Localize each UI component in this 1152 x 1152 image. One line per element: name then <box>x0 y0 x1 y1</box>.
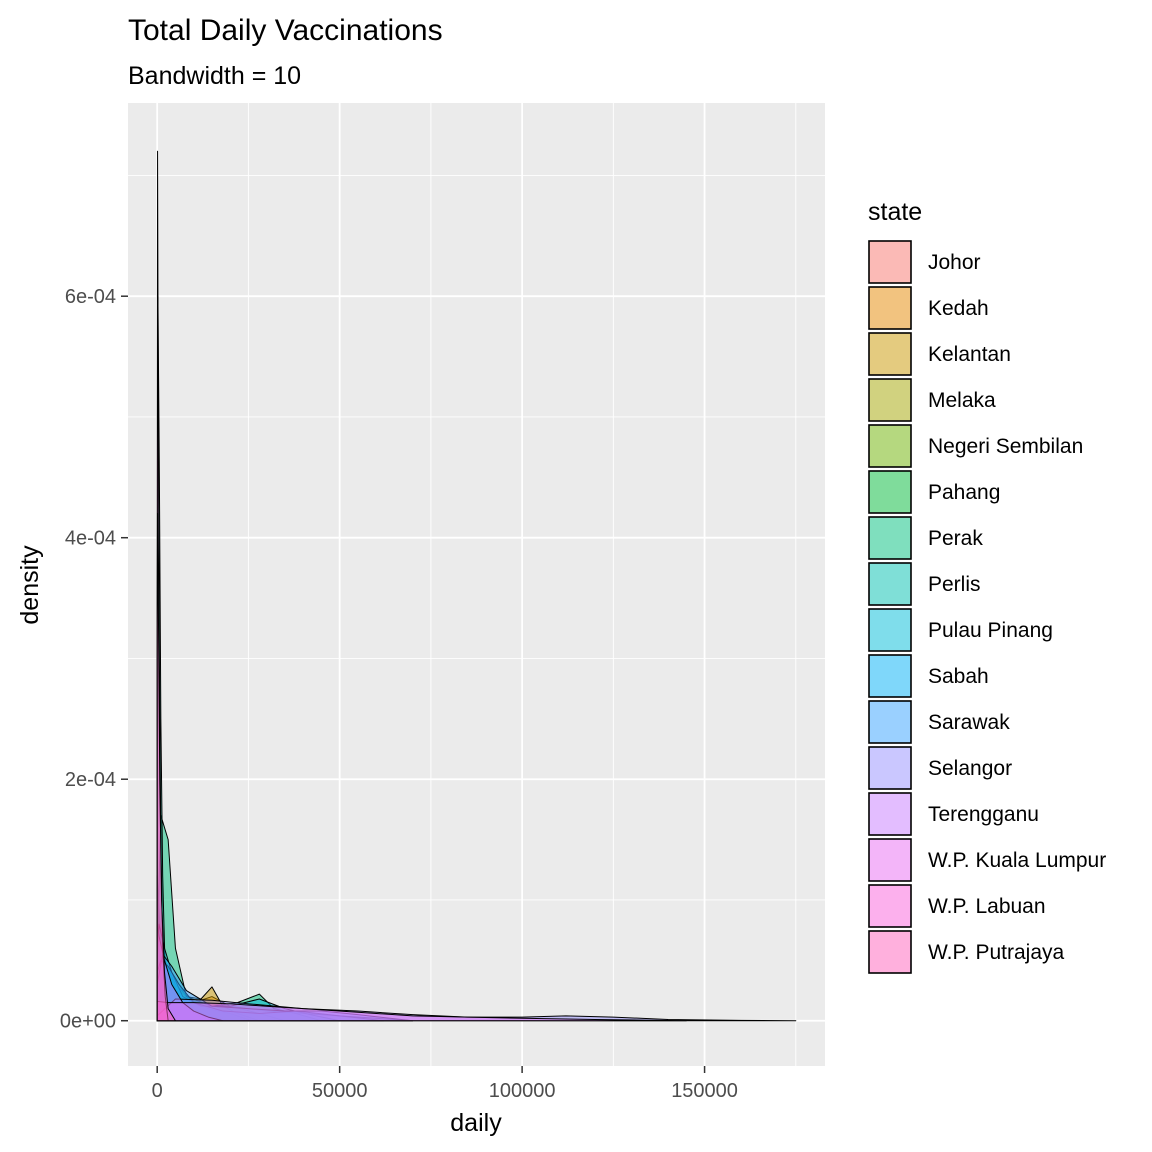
legend-title: state <box>868 198 922 226</box>
legend-label: Sarawak <box>928 711 1010 734</box>
legend-label: Pulau Pinang <box>928 619 1053 642</box>
x-tick-label: 150000 <box>671 1080 738 1102</box>
legend-key <box>868 240 912 284</box>
legend-label: Kedah <box>928 297 989 320</box>
legend-label: W.P. Putrajaya <box>928 941 1065 964</box>
x-tick-label: 100000 <box>489 1080 556 1102</box>
chart-subtitle: Bandwidth = 10 <box>128 62 301 90</box>
legend-label: Negeri Sembilan <box>928 435 1083 458</box>
legend-key <box>868 332 912 376</box>
legend-label: W.P. Kuala Lumpur <box>928 849 1106 872</box>
legend-key <box>868 470 912 514</box>
legend-key <box>868 286 912 330</box>
x-tick-label: 0 <box>152 1080 163 1102</box>
legend-key <box>868 884 912 928</box>
x-axis-title: daily <box>450 1109 502 1137</box>
legend-key <box>868 654 912 698</box>
legend-key <box>868 930 912 974</box>
legend-label: Perlis <box>928 573 981 596</box>
legend-key <box>868 700 912 744</box>
density-area-w-p-kuala-lumpur <box>156 1000 687 1022</box>
legend: state Johor Kedah Kelantan Melaka Negeri Sem… <box>868 198 1106 974</box>
y-axis: 0e+00 2e-04 4e-04 6e-04 <box>60 286 128 1033</box>
legend-key <box>868 378 912 422</box>
plot-panel <box>128 103 825 1066</box>
legend-key <box>868 792 912 836</box>
y-tick-label: 4e-04 <box>65 528 116 550</box>
chart-title: Total Daily Vaccinations <box>128 14 443 47</box>
legend-key <box>868 838 912 882</box>
density-curves <box>156 150 797 1022</box>
legend-label: W.P. Labuan <box>928 895 1046 918</box>
legend-key <box>868 562 912 606</box>
y-tick-label: 2e-04 <box>65 769 116 791</box>
x-axis: 0 50000 100000 150000 <box>152 1066 738 1102</box>
legend-key <box>868 424 912 468</box>
legend-label: Melaka <box>928 389 996 412</box>
legend-key <box>868 746 912 790</box>
density-area-w-p-putrajaya <box>156 513 176 1022</box>
legend-label: Perak <box>928 527 983 550</box>
legend-label: Kelantan <box>928 343 1011 366</box>
legend-label: Terengganu <box>928 803 1039 826</box>
legend-label: Selangor <box>928 757 1012 780</box>
y-axis-title: density <box>16 545 44 625</box>
y-tick-label: 0e+00 <box>60 1011 116 1033</box>
minor-gridlines <box>128 103 825 1066</box>
legend-label: Johor <box>928 251 981 274</box>
legend-key <box>868 516 912 560</box>
y-tick-label: 6e-04 <box>65 286 116 308</box>
legend-label: Sabah <box>928 665 989 688</box>
x-tick-label: 50000 <box>312 1080 368 1102</box>
legend-key <box>868 608 912 652</box>
legend-label: Pahang <box>928 481 1000 504</box>
